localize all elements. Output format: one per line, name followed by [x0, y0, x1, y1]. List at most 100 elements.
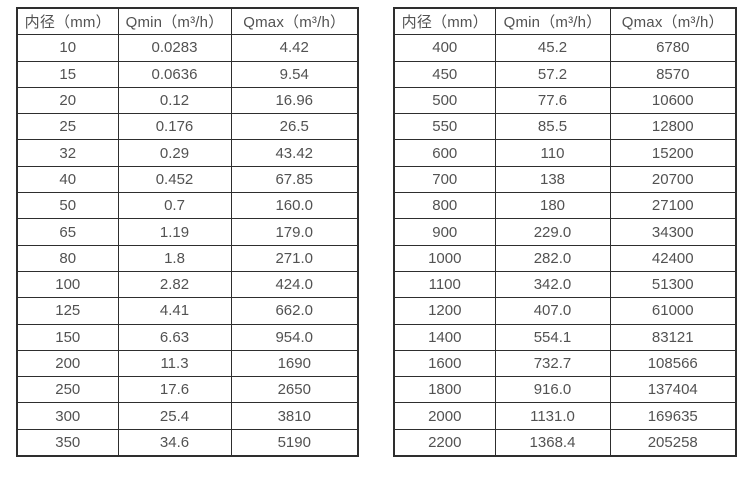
table-cell: 342.0 — [494, 270, 611, 299]
table-row: 2200 1368.4 205258 — [393, 428, 737, 457]
table-cell: 138 — [494, 165, 611, 194]
table-cell: 1100 — [393, 270, 496, 299]
table-row: 20 0.12 16.96 — [16, 86, 359, 115]
table-cell: 250 — [16, 376, 119, 404]
table-cell: 732.7 — [494, 349, 611, 378]
table-cell: 6.63 — [117, 323, 232, 351]
table-cell: 11.3 — [117, 349, 232, 378]
table-cell: 125 — [16, 297, 119, 325]
table-row: 1400 554.1 83121 — [393, 323, 737, 351]
table-cell: 43.42 — [230, 139, 359, 167]
table-cell: 500 — [393, 86, 496, 115]
table-cell: 80 — [16, 244, 119, 272]
table-cell: 12800 — [609, 113, 737, 141]
table-cell: 85.5 — [494, 113, 611, 141]
table-cell: 271.0 — [230, 244, 359, 272]
table-cell: 0.176 — [117, 113, 232, 141]
table-row: 65 1.19 179.0 — [16, 218, 359, 246]
table-cell: 25 — [16, 113, 119, 141]
table-cell: 5190 — [230, 428, 359, 457]
table-cell: 282.0 — [494, 244, 611, 272]
table-cell: 424.0 — [230, 270, 359, 299]
table-cell: 137404 — [609, 376, 737, 404]
table-cell: 554.1 — [494, 323, 611, 351]
table-cell: 229.0 — [494, 218, 611, 246]
table-cell: 67.85 — [230, 165, 359, 194]
table-row: 150 6.63 954.0 — [16, 323, 359, 351]
table-cell: 100 — [16, 270, 119, 299]
table-row: 1600 732.7 108566 — [393, 349, 737, 378]
column-header: Qmin（m³/h） — [494, 7, 611, 36]
table-cell: 34300 — [609, 218, 737, 246]
table-cell: 2000 — [393, 402, 496, 430]
table-cell: 160.0 — [230, 192, 359, 220]
table-cell: 180 — [494, 192, 611, 220]
table-cell: 350 — [16, 428, 119, 457]
table-cell: 32 — [16, 139, 119, 167]
table-cell: 2.82 — [117, 270, 232, 299]
table-cell: 42400 — [609, 244, 737, 272]
table-row: 250 17.6 2650 — [16, 376, 359, 404]
table-row: 200 11.3 1690 — [16, 349, 359, 378]
table-cell: 8570 — [609, 60, 737, 88]
table-cell: 10 — [16, 34, 119, 62]
table-header-row: 内径（mm） Qmin（m³/h） Qmax（m³/h） — [393, 7, 737, 36]
table-cell: 6780 — [609, 34, 737, 62]
table-cell: 27100 — [609, 192, 737, 220]
table-cell: 1800 — [393, 376, 496, 404]
table-row: 40 0.452 67.85 — [16, 165, 359, 194]
table-cell: 179.0 — [230, 218, 359, 246]
column-header: Qmax（m³/h） — [230, 7, 359, 36]
table-cell: 1.8 — [117, 244, 232, 272]
column-header: 内径（mm） — [16, 7, 119, 36]
table-cell: 1400 — [393, 323, 496, 351]
table-cell: 110 — [494, 139, 611, 167]
table-cell: 700 — [393, 165, 496, 194]
table-cell: 40 — [16, 165, 119, 194]
table-cell: 662.0 — [230, 297, 359, 325]
table-cell: 800 — [393, 192, 496, 220]
table-row: 2000 1131.0 169635 — [393, 402, 737, 430]
table-row: 600 110 15200 — [393, 139, 737, 167]
table-cell: 900 — [393, 218, 496, 246]
table-cell: 1368.4 — [494, 428, 611, 457]
column-header: Qmax（m³/h） — [609, 7, 737, 36]
table-row: 900 229.0 34300 — [393, 218, 737, 246]
table-row: 15 0.0636 9.54 — [16, 60, 359, 88]
table-cell: 15 — [16, 60, 119, 88]
table-cell: 4.42 — [230, 34, 359, 62]
table-cell: 300 — [16, 402, 119, 430]
table-row: 500 77.6 10600 — [393, 86, 737, 115]
table-cell: 17.6 — [117, 376, 232, 404]
table-cell: 61000 — [609, 297, 737, 325]
table-row: 550 85.5 12800 — [393, 113, 737, 141]
table-cell: 400 — [393, 34, 496, 62]
table-cell: 0.12 — [117, 86, 232, 115]
table-cell: 20700 — [609, 165, 737, 194]
table-cell: 2650 — [230, 376, 359, 404]
table-cell: 1131.0 — [494, 402, 611, 430]
table-cell: 916.0 — [494, 376, 611, 404]
table-row: 80 1.8 271.0 — [16, 244, 359, 272]
table-cell: 450 — [393, 60, 496, 88]
table-row: 125 4.41 662.0 — [16, 297, 359, 325]
table-cell: 9.54 — [230, 60, 359, 88]
table-cell: 0.0283 — [117, 34, 232, 62]
column-header: 内径（mm） — [393, 7, 496, 36]
table-cell: 0.0636 — [117, 60, 232, 88]
table-cell: 25.4 — [117, 402, 232, 430]
table-cell: 108566 — [609, 349, 737, 378]
table-cell: 4.41 — [117, 297, 232, 325]
table-header-row: 内径（mm） Qmin（m³/h） Qmax（m³/h） — [16, 7, 359, 36]
table-cell: 10600 — [609, 86, 737, 115]
table-cell: 15200 — [609, 139, 737, 167]
column-header: Qmin（m³/h） — [117, 7, 232, 36]
flow-rate-table-large-diameters: 内径（mm） Qmin（m³/h） Qmax（m³/h） 400 45.2 6780 450… — [393, 7, 737, 458]
table-row: 10 0.0283 4.42 — [16, 34, 359, 62]
table-cell: 51300 — [609, 270, 737, 299]
table-cell: 20 — [16, 86, 119, 115]
table-cell: 1690 — [230, 349, 359, 378]
table-row: 50 0.7 160.0 — [16, 192, 359, 220]
table-cell: 550 — [393, 113, 496, 141]
